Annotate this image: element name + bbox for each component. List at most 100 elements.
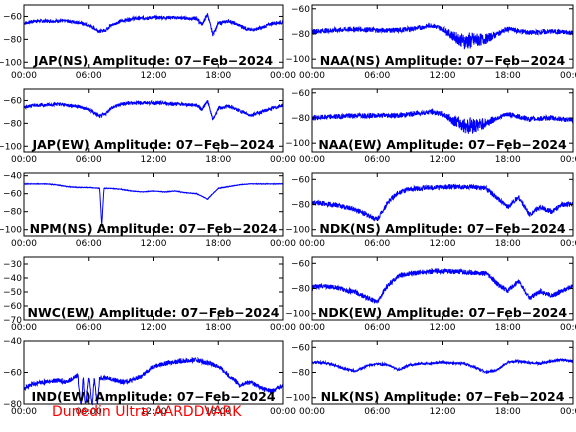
y-tick-label: −100	[0, 58, 22, 68]
x-tick-label: 06:00	[76, 407, 102, 417]
x-tick-label: 06:00	[364, 239, 390, 249]
y-tick-label: −80	[291, 114, 310, 124]
y-tick-label: −60	[291, 343, 310, 353]
x-tick-label: 06:00	[364, 155, 390, 165]
x-tick-label: 00:00	[11, 155, 37, 165]
x-tick-label: 12:00	[430, 239, 456, 249]
x-tick-label: 00:00	[560, 155, 576, 165]
x-tick-label: 12:00	[430, 155, 456, 165]
x-tick-label: 12:00	[141, 239, 167, 249]
x-tick-label: 00:00	[11, 407, 37, 417]
footer-label: Dunedin Ultra AARDDVARK	[52, 404, 242, 420]
x-tick-label: 00:00	[299, 71, 325, 81]
panel-title: NAA(NS) Amplitude: 07−Feb−2024	[320, 53, 566, 68]
y-tick-label: −100	[285, 226, 310, 236]
y-tick-label: −80	[291, 285, 310, 295]
x-tick-label: 00:00	[299, 239, 325, 249]
panel-title: NDK(NS) Amplitude: 07−Feb−2024	[319, 221, 566, 236]
x-tick-label: 00:00	[11, 323, 37, 333]
x-tick-label: 18:00	[495, 407, 521, 417]
panel-naa-1: −60 −80 −100 00:00 06:00 12:00 18:00 00:00 NAA(N…	[285, 4, 576, 81]
x-tick-label: 00:00	[270, 407, 296, 417]
x-tick-label: 00:00	[270, 155, 296, 165]
y-tick-label: −60	[3, 190, 22, 200]
x-tick-label: 06:00	[76, 155, 102, 165]
panel-title: IND(EW) Amplitude: 07−Feb−2024	[31, 389, 275, 404]
x-tick-label: 00:00	[270, 323, 296, 333]
x-tick-label: 06:00	[364, 71, 390, 81]
x-tick-label: 00:00	[299, 323, 325, 333]
y-tick-label: −100	[285, 55, 310, 65]
panel-jap-2: −60 −80 −100 00:00 06:00 12:00 18:00 00:00 JAP(E…	[0, 88, 296, 165]
y-tick-label: −80	[3, 400, 22, 410]
y-tick-label: −60	[291, 259, 310, 269]
panel-npm-4: −40 −60 −80 −100 00:00 06:00 12:00 18:00 00:00 NP…	[0, 172, 296, 249]
x-tick-label: 00:00	[270, 239, 296, 249]
y-tick-label: −60	[3, 369, 22, 379]
x-tick-label: 12:00	[141, 407, 167, 417]
x-tick-label: 00:00	[270, 71, 296, 81]
y-tick-label: −80	[3, 35, 22, 45]
x-tick-label: 06:00	[364, 323, 390, 333]
y-tick-label: −40	[3, 337, 22, 347]
panel-title: JAP(EW) Amplitude: 07−Feb−2024	[31, 137, 274, 152]
y-tick-label: −60	[3, 12, 22, 22]
y-tick-label: −60	[3, 96, 22, 106]
series-line-jap	[23, 13, 284, 37]
y-tick-label: −80	[291, 201, 310, 211]
x-tick-label: 00:00	[560, 323, 576, 333]
panel-nlk-9: −60 −80 −100 00:00 06:00 12:00 18:00 00:00 NLK(N…	[285, 340, 576, 417]
y-tick-label: −80	[3, 119, 22, 129]
y-tick-label: −50	[3, 288, 22, 298]
x-tick-label: 18:00	[495, 239, 521, 249]
panel-title: NAA(EW) Amplitude: 07−Feb−2024	[318, 137, 567, 152]
x-tick-label: 06:00	[76, 239, 102, 249]
x-tick-label: 06:00	[76, 323, 102, 333]
x-tick-label: 18:00	[495, 155, 521, 165]
series-line-ind	[23, 356, 284, 406]
y-tick-label: −100	[285, 139, 310, 149]
y-tick-label: −30	[3, 260, 22, 270]
y-tick-label: −100	[285, 394, 310, 404]
x-tick-label: 18:00	[205, 71, 231, 81]
y-tick-label: −40	[3, 274, 22, 284]
y-tick-label: −60	[3, 302, 22, 312]
panel-ndk-5: −60 −80 −100 00:00 06:00 12:00 18:00 00:00 NDK(N…	[285, 172, 576, 249]
panel-title: NLK(NS) Amplitude: 07−Feb−2024	[321, 389, 565, 404]
x-tick-label: 12:00	[430, 407, 456, 417]
x-tick-label: 00:00	[11, 239, 37, 249]
panel-ndk-7: −60 −80 −100 00:00 06:00 12:00 18:00 00:00 NDK(E…	[285, 256, 576, 333]
x-tick-label: 00:00	[560, 407, 576, 417]
panel-title: NDK(EW) Amplitude: 07−Feb−2024	[318, 305, 567, 320]
x-tick-label: 12:00	[141, 323, 167, 333]
x-tick-label: 18:00	[205, 323, 231, 333]
x-tick-label: 00:00	[299, 407, 325, 417]
y-tick-label: −80	[291, 30, 310, 40]
x-tick-label: 18:00	[495, 323, 521, 333]
y-tick-label: −80	[3, 208, 22, 218]
y-tick-label: −40	[3, 172, 22, 182]
series-line-npm	[23, 182, 284, 226]
y-tick-label: −60	[291, 89, 310, 99]
y-tick-label: −60	[291, 5, 310, 15]
x-tick-label: 12:00	[141, 71, 167, 81]
x-tick-label: 12:00	[430, 71, 456, 81]
x-tick-label: 18:00	[205, 155, 231, 165]
y-tick-label: −60	[291, 175, 310, 185]
x-tick-label: 18:00	[205, 407, 231, 417]
x-tick-label: 00:00	[299, 155, 325, 165]
series-line-ndk	[311, 267, 574, 304]
x-tick-label: 00:00	[560, 71, 576, 81]
panel-title: NPM(NS) Amplitude: 07−Feb−2024	[30, 221, 278, 236]
y-tick-label: −80	[291, 369, 310, 379]
series-line-jap	[23, 99, 284, 121]
series-line-nlk	[311, 357, 574, 374]
x-tick-label: 12:00	[141, 155, 167, 165]
series-line-ndk	[311, 183, 574, 222]
panel-naa-3: −60 −80 −100 00:00 06:00 12:00 18:00 00:00 NAA(E…	[285, 88, 576, 165]
y-tick-label: −100	[0, 226, 22, 236]
x-tick-label: 06:00	[364, 407, 390, 417]
x-tick-label: 12:00	[430, 323, 456, 333]
